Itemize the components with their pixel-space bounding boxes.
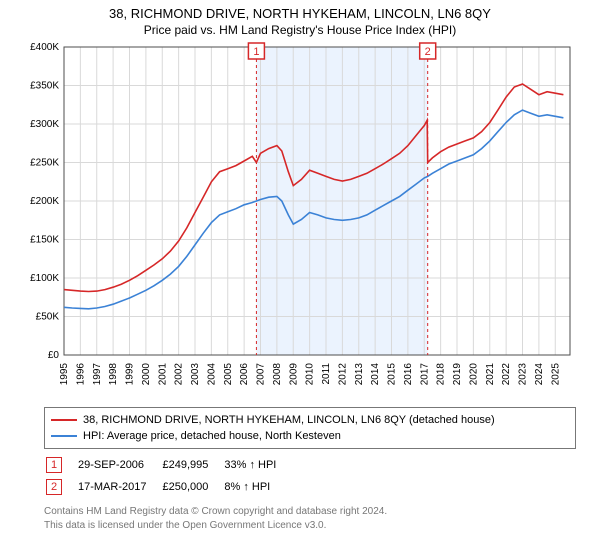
svg-text:2019: 2019: [452, 363, 463, 386]
svg-text:2014: 2014: [370, 363, 381, 386]
svg-text:2003: 2003: [190, 363, 201, 386]
svg-text:2: 2: [425, 46, 431, 58]
svg-text:1: 1: [253, 46, 259, 58]
footer-line: Contains HM Land Registry data © Crown c…: [44, 505, 576, 519]
svg-text:2000: 2000: [141, 363, 152, 386]
legend-swatch-red: [51, 419, 77, 421]
svg-text:1999: 1999: [125, 363, 136, 386]
svg-text:1998: 1998: [108, 363, 119, 386]
svg-text:2005: 2005: [223, 363, 234, 386]
legend-item: HPI: Average price, detached house, Nort…: [51, 428, 569, 444]
svg-text:2020: 2020: [468, 363, 479, 386]
marker-box-icon: 1: [46, 457, 62, 473]
svg-text:£400K: £400K: [30, 42, 59, 53]
svg-text:2002: 2002: [174, 363, 185, 386]
svg-text:2017: 2017: [419, 363, 430, 386]
chart-container: 38, RICHMOND DRIVE, NORTH HYKEHAM, LINCO…: [0, 0, 600, 560]
marker-box-icon: 2: [46, 479, 62, 495]
svg-text:2025: 2025: [550, 363, 561, 386]
sale-diff: 33% ↑ HPI: [224, 455, 290, 475]
svg-text:2015: 2015: [387, 363, 398, 386]
legend-item: 38, RICHMOND DRIVE, NORTH HYKEHAM, LINCO…: [51, 412, 569, 428]
svg-text:£350K: £350K: [30, 81, 59, 92]
legend: 38, RICHMOND DRIVE, NORTH HYKEHAM, LINCO…: [44, 407, 576, 449]
table-row: 1 29-SEP-2006 £249,995 33% ↑ HPI: [46, 455, 290, 475]
svg-text:£0: £0: [48, 350, 60, 361]
svg-text:2009: 2009: [288, 363, 299, 386]
chart-title-line2: Price paid vs. HM Land Registry's House …: [0, 21, 600, 41]
svg-text:2024: 2024: [534, 363, 545, 386]
chart-title-line1: 38, RICHMOND DRIVE, NORTH HYKEHAM, LINCO…: [0, 0, 600, 21]
svg-text:£50K: £50K: [36, 312, 60, 323]
svg-text:2016: 2016: [403, 363, 414, 386]
svg-text:2010: 2010: [305, 363, 316, 386]
sale-date: 29-SEP-2006: [78, 455, 160, 475]
svg-text:1997: 1997: [92, 363, 103, 386]
svg-text:2004: 2004: [206, 363, 217, 386]
svg-text:1995: 1995: [59, 363, 70, 386]
sale-diff: 8% ↑ HPI: [224, 477, 290, 497]
footer-line: This data is licensed under the Open Gov…: [44, 519, 576, 533]
sale-price: £250,000: [162, 477, 222, 497]
svg-text:1996: 1996: [75, 363, 86, 386]
svg-text:2013: 2013: [354, 363, 365, 386]
svg-text:2023: 2023: [518, 363, 529, 386]
chart-svg: £0 £50K £100K £150K £200K £250K £300K £350K £400…: [20, 41, 580, 401]
table-row: 2 17-MAR-2017 £250,000 8% ↑ HPI: [46, 477, 290, 497]
svg-text:2018: 2018: [436, 363, 447, 386]
legend-label: HPI: Average price, detached house, Nort…: [83, 430, 341, 442]
chart-area: £0 £50K £100K £150K £200K £250K £300K £350K £400…: [20, 41, 580, 401]
svg-text:£200K: £200K: [30, 196, 59, 207]
svg-text:£100K: £100K: [30, 273, 59, 284]
legend-swatch-blue: [51, 435, 77, 437]
sale-price: £249,995: [162, 455, 222, 475]
svg-text:£300K: £300K: [30, 119, 59, 130]
svg-text:2022: 2022: [501, 363, 512, 386]
svg-text:£150K: £150K: [30, 235, 59, 246]
svg-text:2011: 2011: [321, 363, 332, 385]
svg-text:2012: 2012: [337, 363, 348, 386]
svg-text:£250K: £250K: [30, 158, 59, 169]
svg-text:2021: 2021: [485, 363, 496, 386]
legend-label: 38, RICHMOND DRIVE, NORTH HYKEHAM, LINCO…: [83, 414, 495, 426]
svg-text:2001: 2001: [157, 363, 168, 386]
svg-text:2006: 2006: [239, 363, 250, 386]
svg-text:2007: 2007: [256, 363, 267, 386]
svg-text:2008: 2008: [272, 363, 283, 386]
sales-table: 1 29-SEP-2006 £249,995 33% ↑ HPI 2 17-MA…: [44, 453, 292, 499]
sale-date: 17-MAR-2017: [78, 477, 160, 497]
footer-attribution: Contains HM Land Registry data © Crown c…: [44, 505, 576, 532]
